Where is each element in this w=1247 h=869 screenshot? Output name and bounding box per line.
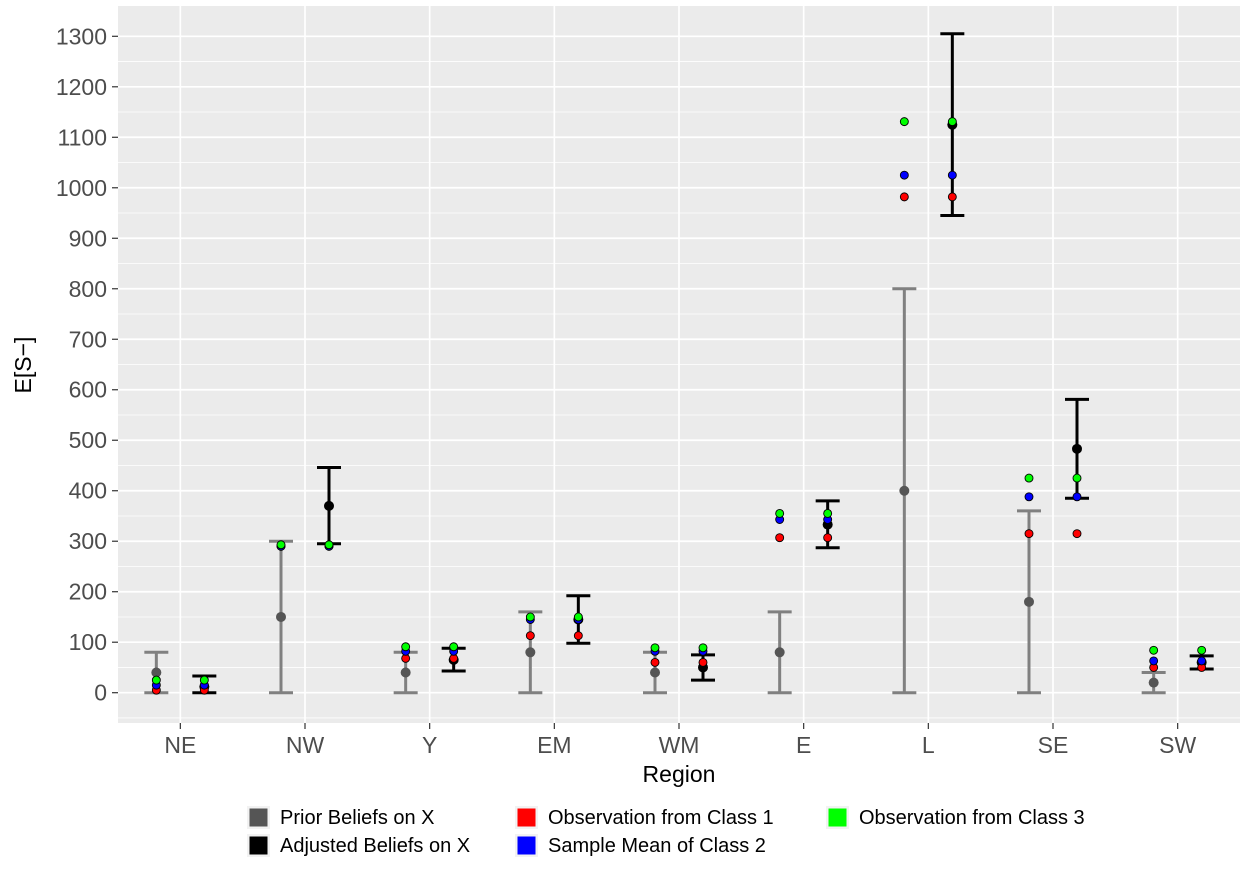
obs-point-class3-prior <box>1149 645 1159 655</box>
legend-swatch <box>249 808 268 827</box>
obs-point-class2-adjusted <box>1072 492 1082 502</box>
obs-point-class2-prior <box>899 170 909 180</box>
prior-point <box>650 667 660 678</box>
x-tick-label: NW <box>286 732 325 758</box>
y-tick-label: 1300 <box>56 23 107 49</box>
obs-point-class3-adjusted <box>573 612 583 622</box>
obs-point-class3-prior <box>401 642 411 652</box>
x-tick-label: L <box>922 732 935 758</box>
y-axis-title: E[S−] <box>10 337 36 394</box>
obs-point-class3-prior <box>650 643 660 653</box>
legend-swatch <box>517 808 536 827</box>
obs-point-class1-adjusted <box>698 657 708 667</box>
data-marks <box>144 32 1214 695</box>
obs-point-class3-prior <box>775 509 785 518</box>
obs-point-class1-prior <box>525 631 535 641</box>
obs-point-class1-adjusted <box>947 192 957 202</box>
legend: Prior Beliefs on X Adjusted Beliefs on X O… <box>247 806 1085 857</box>
obs-point-class2-adjusted <box>1197 656 1207 666</box>
obs-point-class1-adjusted <box>573 631 583 641</box>
y-tick-label: 100 <box>69 629 107 655</box>
legend-item: Observation from Class 3 <box>826 806 1085 829</box>
obs-point-class1-prior <box>899 192 909 202</box>
legend-swatch <box>828 808 847 827</box>
x-axis-title: Region <box>643 761 716 787</box>
legend-swatch <box>249 836 268 855</box>
obs-point-class3-adjusted <box>1072 473 1082 483</box>
legend-label: Observation from Class 1 <box>548 807 774 829</box>
x-tick-label: SE <box>1038 732 1069 758</box>
y-tick-label: 900 <box>69 225 107 251</box>
y-tick-label: 1200 <box>56 74 107 100</box>
y-tick-label: 0 <box>94 680 107 706</box>
obs-point-class3-prior <box>151 675 161 685</box>
legend-label: Observation from Class 3 <box>859 807 1085 829</box>
obs-point-class3-adjusted <box>823 509 833 518</box>
legend-item: Sample Mean of Class 2 <box>515 834 766 857</box>
x-tick-label: EM <box>537 732 572 758</box>
obs-point-class3-adjusted <box>199 675 209 685</box>
legend-item: Prior Beliefs on X <box>247 806 435 829</box>
prior-point <box>276 611 286 622</box>
obs-point-class3-adjusted <box>947 117 957 127</box>
prior-point <box>1024 596 1034 607</box>
obs-point-class3-adjusted <box>1197 645 1207 655</box>
x-tick-label: NE <box>164 732 196 758</box>
obs-point-class2-prior <box>1024 492 1034 502</box>
obs-point-class1-prior <box>775 533 785 543</box>
obs-point-class1-prior <box>1024 529 1034 539</box>
legend-item: Adjusted Beliefs on X <box>247 834 470 857</box>
y-tick-label: 700 <box>69 326 107 352</box>
y-tick-label: 600 <box>69 377 107 403</box>
y-tick-label: 1000 <box>56 175 107 201</box>
prior-point <box>899 485 910 496</box>
obs-point-class2-adjusted <box>947 170 957 180</box>
obs-point-class1-adjusted <box>1072 529 1082 539</box>
legend-label: Sample Mean of Class 2 <box>548 835 766 857</box>
obs-point-class1-adjusted <box>823 533 833 543</box>
prior-point <box>400 667 411 678</box>
adjusted-point <box>324 500 334 511</box>
x-tick-label: SW <box>1159 732 1196 758</box>
legend-label: Prior Beliefs on X <box>280 807 435 829</box>
obs-point-class3-prior <box>276 540 286 550</box>
prior-point <box>1148 677 1159 688</box>
y-tick-label: 800 <box>69 276 107 302</box>
x-tick-label: WM <box>659 732 700 758</box>
y-tick-label: 200 <box>69 579 107 605</box>
obs-point-class2-prior <box>1149 656 1159 666</box>
x-tick-label: E <box>796 732 811 758</box>
y-tick-label: 1100 <box>58 124 107 150</box>
y-tick-label: 300 <box>69 528 107 554</box>
grid-lines <box>118 6 1240 723</box>
obs-point-class1-prior <box>650 657 660 667</box>
obs-point-class3-adjusted <box>324 540 334 550</box>
legend-swatch <box>517 836 536 855</box>
obs-point-class3-adjusted <box>698 643 708 653</box>
obs-point-class3-prior <box>525 612 535 622</box>
obs-point-class3-adjusted <box>449 642 459 652</box>
obs-point-class3-prior <box>899 117 909 127</box>
y-tick-label: 500 <box>69 427 107 453</box>
legend-label: Adjusted Beliefs on X <box>280 835 470 857</box>
x-tick-label: Y <box>422 732 437 758</box>
axes: 0 100 200 300 400 500 600 700 800 900 1000 1100 1200… <box>56 23 1197 758</box>
obs-point-class3-prior <box>1024 473 1034 483</box>
legend-item: Observation from Class 1 <box>515 806 774 829</box>
prior-point <box>525 647 536 658</box>
prior-point <box>774 647 785 658</box>
prior-point <box>151 667 162 678</box>
y-tick-label: 400 <box>69 478 107 504</box>
adjusted-point <box>1072 443 1082 454</box>
